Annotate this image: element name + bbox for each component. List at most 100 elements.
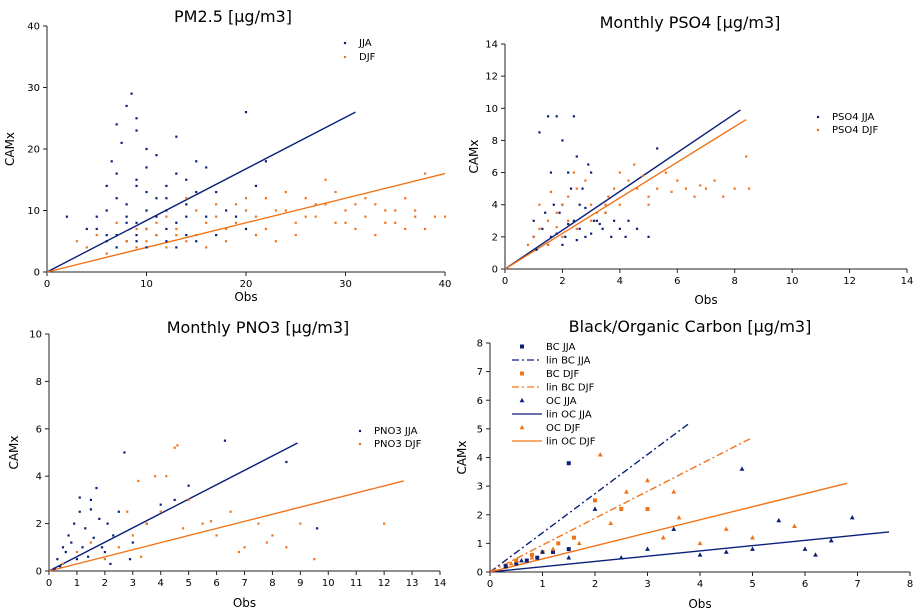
data-point: [625, 236, 627, 238]
data-point: [550, 171, 552, 173]
data-point: [414, 216, 416, 218]
data-point: [215, 216, 217, 218]
data-point: [550, 236, 552, 238]
data-point: [135, 185, 137, 187]
y-axis-label: CAMx: [455, 440, 469, 474]
y-tick-label: 4: [36, 472, 42, 483]
data-point: [776, 518, 781, 522]
data-point: [577, 541, 582, 545]
data-point: [740, 466, 745, 470]
data-point: [265, 160, 267, 162]
data-point: [155, 222, 157, 224]
y-tick-label: 0: [492, 265, 498, 276]
data-point: [414, 209, 416, 211]
legend-label: OC DJF: [546, 423, 581, 434]
x-tick-label: 5: [185, 578, 191, 589]
x-tick-label: 40: [439, 279, 452, 290]
legend-label: lin BC JJA: [546, 356, 591, 367]
x-axis-label: Obs: [234, 290, 257, 304]
data-point: [215, 191, 217, 193]
data-point: [316, 527, 318, 529]
legend-label: lin OC JJA: [546, 410, 592, 421]
y-tick-label: 2: [492, 232, 498, 243]
data-point: [104, 558, 106, 560]
data-point: [584, 207, 586, 209]
data-point: [65, 551, 67, 553]
plot-boc: Black/Organic Carbon [µg/m3] Obs CAMx 0 1 2 3 4…: [455, 317, 913, 611]
data-point: [79, 511, 81, 513]
data-point: [722, 196, 724, 198]
data-point: [235, 222, 237, 224]
x-tick-label: 2: [102, 578, 108, 589]
data-point: [95, 487, 97, 489]
data-point: [558, 212, 560, 214]
data-point: [590, 233, 592, 235]
data-point: [404, 197, 406, 199]
data-point: [354, 203, 356, 205]
x-axis-label: Obs: [233, 596, 256, 610]
data-point: [334, 191, 336, 193]
data-point: [98, 518, 100, 520]
data-point: [225, 228, 227, 230]
data-point: [96, 216, 98, 218]
data-point: [109, 563, 111, 565]
data-point: [556, 115, 558, 117]
x-axis-label: Obs: [694, 293, 717, 307]
data-point: [647, 236, 649, 238]
x-tick-label: 0: [502, 276, 508, 287]
data-point: [243, 546, 245, 548]
y-tick-label: 6: [477, 396, 483, 407]
data-point: [106, 234, 108, 236]
data-point: [698, 541, 703, 545]
data-point: [394, 209, 396, 211]
x-tick-label: 1: [539, 579, 545, 590]
data-point: [155, 197, 157, 199]
x-tick-label: 4: [697, 579, 703, 590]
data-point: [53, 568, 55, 570]
data-point: [561, 236, 563, 238]
x-tick-label: 8: [269, 578, 275, 589]
data-point: [145, 209, 147, 211]
data-point: [645, 547, 650, 551]
data-point: [602, 228, 604, 230]
data-point: [266, 541, 268, 543]
data-point: [285, 209, 287, 211]
data-point: [90, 499, 92, 501]
data-point: [598, 452, 603, 456]
data-point: [564, 236, 566, 238]
data-point: [155, 216, 157, 218]
data-point: [116, 173, 118, 175]
data-point: [90, 541, 92, 543]
data-point: [238, 551, 240, 553]
data-point: [123, 451, 125, 453]
data-point: [514, 559, 518, 563]
x-tick-label: 2: [592, 579, 598, 590]
data-point: [66, 216, 68, 218]
y-tick-label: 4: [477, 453, 483, 464]
data-point: [86, 246, 88, 248]
data-point: [225, 240, 227, 242]
data-point: [165, 228, 167, 230]
trend-line: [490, 532, 889, 572]
data-point: [155, 154, 157, 156]
data-point: [567, 196, 569, 198]
legend-label: BC DJF: [546, 369, 579, 380]
x-tick-label: 4: [617, 276, 623, 287]
data-point: [165, 197, 167, 199]
y-tick-label: 8: [36, 377, 42, 388]
legend-marker: [359, 443, 361, 445]
data-point: [195, 191, 197, 193]
data-point: [538, 228, 540, 230]
data-point: [404, 228, 406, 230]
data-point: [135, 129, 137, 131]
data-point: [547, 220, 549, 222]
data-point: [165, 246, 167, 248]
data-point: [576, 239, 578, 241]
x-tick-label: 8: [732, 276, 738, 287]
data-point: [642, 175, 644, 177]
data-point: [111, 160, 113, 162]
y-tick-label: 5: [477, 424, 483, 435]
legend-marker: [359, 430, 361, 432]
data-point: [604, 204, 606, 206]
data-point: [541, 228, 543, 230]
